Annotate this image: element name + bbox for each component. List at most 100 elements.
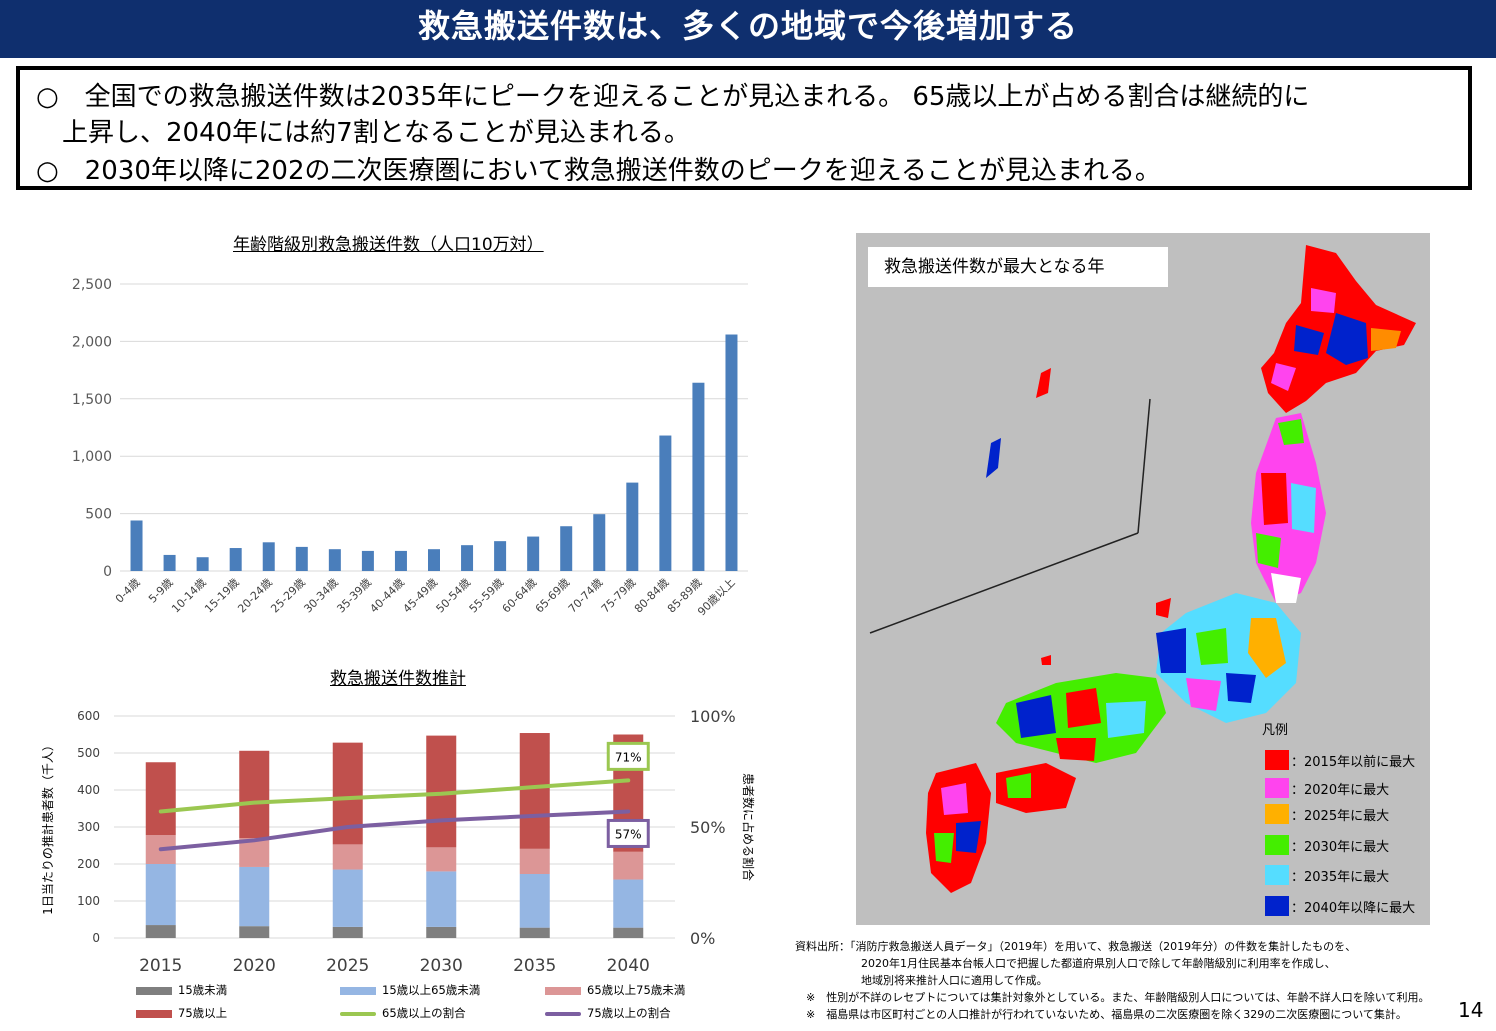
- stacked-bar-segment: [613, 851, 644, 880]
- stacked-bar-segment: [613, 879, 644, 928]
- shikoku-region: [1006, 773, 1031, 798]
- stacked-bar-segment: [613, 927, 644, 938]
- legend-swatch: [340, 986, 376, 995]
- okinawa-inset-line: [1137, 398, 1151, 534]
- stacked-bar-segment: [239, 866, 270, 927]
- legend-under15: 15歳未満: [136, 982, 227, 998]
- summary-line-3: ○ 2030年以降に202の二次医療圏において救急搬送件数のピークを迎えることが…: [36, 156, 1161, 186]
- bar: [262, 542, 275, 571]
- stacked-bar-segment: [426, 847, 457, 872]
- kinki-region: [1106, 701, 1146, 738]
- y-tick-label: 200: [77, 857, 100, 871]
- stacked-bar-segment: [145, 864, 176, 926]
- x-tick-label: 70-74歳: [566, 576, 606, 616]
- kanto-region: [1226, 673, 1256, 703]
- y-tick-label: 100: [77, 894, 100, 908]
- y2-tick-label: 0%: [690, 929, 715, 948]
- source-line: ※ 福島県は市区町村ごとの人口推計が行われていないため、福島県の二次医療圏を除く…: [795, 1008, 1407, 1021]
- legend-label: 65歳以上75歳未満: [587, 983, 686, 997]
- y-tick-label: 300: [77, 820, 100, 834]
- source-line: 資料出所：「消防庁救急搬送人員データ」（2019年）を用いて、救急搬送（2019…: [795, 940, 1357, 953]
- y-tick-label: 2,000: [72, 334, 112, 350]
- x-tick-label: 2030: [420, 956, 463, 976]
- stacked-bar-segment: [145, 925, 176, 938]
- page-number: 14: [1458, 998, 1484, 1022]
- legend-label: ：2030年に最大: [1291, 840, 1390, 855]
- tohoku-region: [1261, 473, 1288, 525]
- legend-swatch: [1265, 896, 1289, 916]
- projection-chart-title: 救急搬送件数推計: [330, 669, 466, 689]
- kinki-region: [1056, 738, 1096, 761]
- bar: [626, 482, 639, 571]
- y-tick-label: 600: [77, 709, 100, 723]
- kanto-region: [1186, 678, 1221, 711]
- bar: [361, 550, 374, 571]
- stacked-bar-segment: [519, 927, 550, 938]
- bar: [725, 334, 738, 571]
- x-tick-label: 60-64歳: [500, 576, 540, 616]
- y2-axis-label: 患者数に占める割合: [741, 773, 756, 881]
- age-bar-chart: 0 500 1,000 1,500 2,000 2,500 0-4歳 5-9歳10-14歳15…: [72, 277, 748, 618]
- stacked-bar-segment: [519, 733, 550, 849]
- x-tick-label: 40-44歳: [367, 576, 407, 616]
- bar: [461, 545, 474, 571]
- source-note: 資料出所：「消防庁救急搬送人員データ」（2019年）を用いて、救急搬送（2019…: [795, 938, 1429, 1023]
- stacked-bar-segment: [519, 873, 550, 928]
- y-tick-label: 0: [103, 564, 112, 580]
- x-tick-label: 2035: [513, 956, 556, 976]
- legend-65-74: 65歳以上75歳未満: [545, 982, 685, 998]
- legend-label: ：2040年以降に最大: [1291, 901, 1416, 916]
- legend-label: ：2020年に最大: [1291, 783, 1390, 798]
- y-tick-label: 500: [77, 746, 100, 760]
- bar: [394, 550, 407, 571]
- y-tick-label: 2,500: [72, 277, 112, 293]
- ratio-line: [158, 809, 631, 852]
- age-chart-title: 年齢階級別救急搬送件数（人口10万対）: [233, 235, 544, 255]
- stacked-bar-segment: [332, 869, 363, 927]
- y-tick-label: 0: [92, 931, 100, 945]
- x-tick-label: 65-69歳: [533, 576, 573, 616]
- okinawa-island: [1036, 368, 1051, 398]
- legend-65plus-ratio: 65歳以上の割合: [340, 1005, 466, 1021]
- legend-label: ：2025年に最大: [1291, 809, 1390, 824]
- stacked-bar-segment: [332, 926, 363, 938]
- x-tick-label: 55-59歳: [467, 576, 507, 616]
- kinki-region: [1066, 688, 1101, 728]
- legend-label: 75歳以上: [178, 1006, 228, 1020]
- stacked-bar-segment: [145, 762, 176, 836]
- bar: [593, 514, 606, 571]
- legend-swatch: [1265, 865, 1289, 885]
- y-tick-label: 400: [77, 783, 100, 797]
- shikoku-region: [996, 763, 1076, 813]
- legend-15-64: 15歳以上65歳未満: [340, 982, 480, 998]
- bar: [196, 557, 209, 571]
- bar: [692, 382, 705, 571]
- legend-swatch: [1265, 835, 1289, 855]
- map-legend-title: 凡例: [1262, 723, 1289, 738]
- legend-label: 15歳以上65歳未満: [382, 983, 481, 997]
- legend-label: 15歳未満: [178, 983, 228, 997]
- ratio-annotation-box: [606, 818, 650, 848]
- legend-75plus-ratio: 75歳以上の割合: [545, 1005, 671, 1021]
- y2-tick-label: 100%: [690, 707, 736, 726]
- legend-swatch: [1265, 804, 1289, 824]
- x-tick-label: 10-14歳: [169, 576, 209, 616]
- stacked-bar-segment: [239, 926, 270, 938]
- legend-swatch: [1265, 750, 1289, 770]
- legend-label: ：2035年に最大: [1291, 870, 1390, 885]
- oki-island: [1041, 655, 1051, 665]
- ratio-line: [158, 778, 631, 814]
- page-title: 救急搬送件数は、多くの地域で今後増加する: [417, 7, 1078, 45]
- tohoku-region: [1291, 483, 1316, 533]
- tohoku-region: [1271, 573, 1301, 603]
- legend-line: [545, 1011, 581, 1016]
- bar: [560, 526, 573, 571]
- stacked-bar-segment: [239, 750, 270, 839]
- japan-map: 救急搬送件数が最大となる年: [856, 233, 1430, 925]
- source-line: 2020年1月住民基本台帳人口で把握した都道府県別人口で除して年齢階級別に利用率…: [795, 957, 1336, 970]
- x-tick-label: 15-19歳: [202, 576, 242, 616]
- tohoku-region: [1256, 533, 1281, 568]
- kinki-region: [1016, 695, 1056, 738]
- x-tick-label: 30-34歳: [301, 576, 341, 616]
- title-bar: 救急搬送件数は、多くの地域で今後増加する: [0, 0, 1496, 58]
